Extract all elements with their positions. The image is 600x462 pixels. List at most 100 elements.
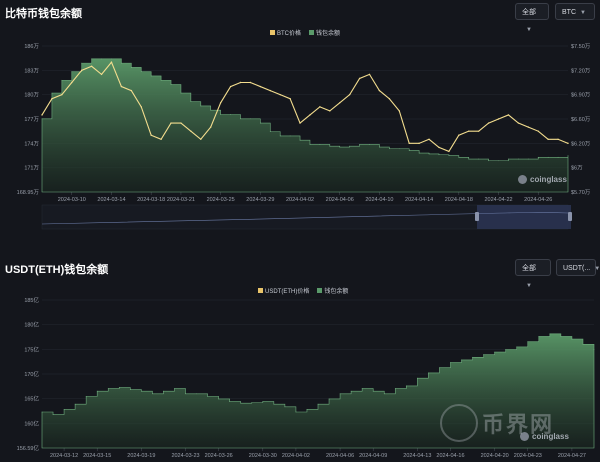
balance-point <box>273 403 275 405</box>
btc-price-point <box>51 98 53 100</box>
coinglass-watermark-2: coinglass <box>520 432 569 441</box>
balance-point <box>284 406 286 408</box>
balance-point <box>527 158 529 160</box>
x-tick-label: 2024-03-19 <box>127 453 155 459</box>
balance-point <box>428 372 429 374</box>
range-handle-right[interactable] <box>568 212 572 221</box>
balance-point <box>129 389 131 391</box>
usdt-panel-title: USDT(ETH)钱包余额 <box>5 264 109 276</box>
balance-point <box>319 144 321 145</box>
btc-price-point <box>140 106 142 108</box>
btc-price-point <box>428 138 430 140</box>
balance-point <box>505 349 507 350</box>
y-right-tick-label: $6.60万 <box>571 116 591 123</box>
x-tick-label: 2024-04-13 <box>403 453 431 459</box>
usdt-range-select[interactable]: 全部 ▼ <box>515 259 551 289</box>
x-tick-label: 2024-04-06 <box>326 197 354 203</box>
balance-point <box>516 346 518 348</box>
x-tick-label: 2024-04-14 <box>405 197 433 203</box>
x-tick-label: 2024-03-14 <box>97 197 125 203</box>
y-right-tick-label: $5.70万 <box>571 189 591 196</box>
balance-point <box>439 367 440 369</box>
btc-range-select[interactable]: 全部 ▼ <box>515 3 549 33</box>
btc-price-point <box>477 130 480 132</box>
btc-price-point <box>309 114 311 116</box>
balance-point <box>185 393 186 395</box>
balance-point <box>478 158 480 160</box>
btc-asset-value: BTC <box>562 9 576 16</box>
y-right-tick-label: $7.50万 <box>571 43 591 50</box>
y-right-tick-label: $7.20万 <box>571 67 591 74</box>
range-handle-left[interactable] <box>475 212 479 221</box>
balance-point <box>560 336 562 337</box>
balance-point <box>299 139 301 141</box>
legend-item-balance[interactable]: 钱包余额 <box>309 28 340 37</box>
btc-chart: 186万 183万 180万 177万 174万 171万 168.95万 $7.50万 $7.… <box>17 43 591 230</box>
balance-point <box>339 393 341 395</box>
btc-price-point <box>90 65 93 67</box>
btc-price-point <box>269 89 271 92</box>
balance-point <box>350 390 352 392</box>
btc-price-point <box>537 130 539 132</box>
y-left-tick-label: 160亿 <box>24 419 39 427</box>
balance-point <box>163 390 164 392</box>
balance-point <box>494 351 496 353</box>
btc-price-point <box>259 85 262 88</box>
balance-point <box>130 67 132 68</box>
x-tick-label: 2024-04-26 <box>524 197 552 203</box>
balance-point <box>210 109 212 111</box>
balance-point <box>405 385 407 387</box>
y-right-tick-label: $6.20万 <box>571 140 591 147</box>
balance-point <box>547 156 549 158</box>
balance-point <box>537 156 539 158</box>
balance-point <box>394 388 396 389</box>
balance-point <box>61 79 63 81</box>
balance-point <box>63 408 65 410</box>
btc-price-point <box>279 93 281 96</box>
btc-price-point <box>398 110 400 112</box>
balance-point <box>472 356 473 358</box>
y-right-tick-label: $6万 <box>571 165 583 172</box>
btc-price-point <box>61 93 63 96</box>
chevron-down-icon: ▼ <box>594 266 600 272</box>
balance-point <box>398 148 400 150</box>
balance-point <box>549 333 551 335</box>
balance-point <box>309 144 311 145</box>
balance-point <box>180 92 182 94</box>
balance-point <box>91 58 93 60</box>
usdt-asset-select[interactable]: USDT(... ▼ <box>556 259 600 276</box>
balance-point <box>218 398 220 400</box>
balance-point <box>240 402 242 404</box>
x-tick-label: 2024-04-22 <box>484 197 512 203</box>
balance-point <box>571 338 573 340</box>
balance-point <box>51 92 53 94</box>
y-left-tick-label: 168.95万 <box>17 189 40 196</box>
y-left-tick-label: 171万 <box>24 165 39 172</box>
btc-price-point <box>329 110 331 112</box>
legend-item-usdt-price[interactable]: USDT(ETH)价格 <box>258 286 309 295</box>
btc-price-point <box>497 118 500 120</box>
balance-point <box>85 395 87 397</box>
btc-price-point <box>80 69 83 72</box>
x-tick-label: 2024-03-10 <box>58 197 86 203</box>
btc-price-point <box>120 85 123 88</box>
x-tick-label: 2024-04-02 <box>282 453 310 459</box>
balance-point <box>52 414 54 416</box>
x-tick-label: 2024-04-06 <box>326 453 354 459</box>
balance-point <box>229 401 231 402</box>
btc-price-point <box>388 98 391 100</box>
btc-price-point <box>180 122 182 124</box>
btc-price-point <box>378 89 381 92</box>
balance-point <box>349 145 351 147</box>
legend-item-usdt-balance[interactable]: 钱包余额 <box>317 286 348 295</box>
btc-asset-select[interactable]: BTC ▼ <box>555 3 595 20</box>
btc-price-point <box>299 122 301 124</box>
x-tick-label: 2024-03-21 <box>167 197 195 203</box>
x-tick-label: 2024-04-16 <box>436 453 464 459</box>
balance-point <box>372 390 374 392</box>
balance-point <box>262 401 264 402</box>
btc-price-point <box>71 81 73 84</box>
balance-point <box>207 395 209 397</box>
legend-item-price[interactable]: BTC价格 <box>270 28 301 37</box>
btc-price-point <box>150 134 152 136</box>
